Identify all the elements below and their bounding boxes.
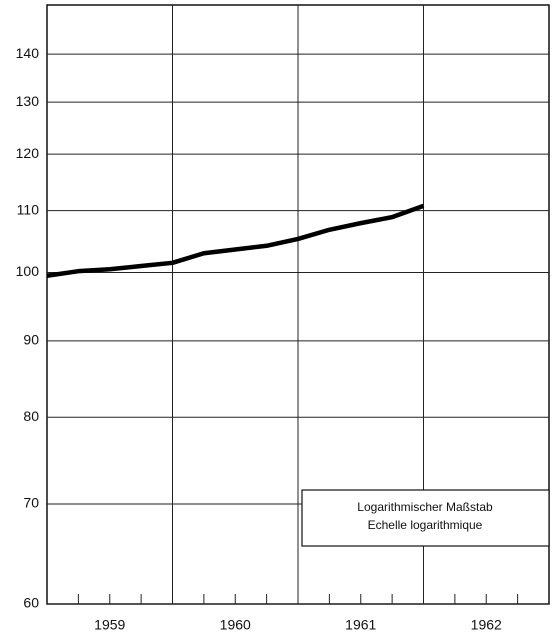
x-tick-label: 1962	[471, 617, 502, 633]
y-tick-label: 130	[16, 93, 40, 109]
x-tick-label: 1960	[220, 617, 251, 633]
annotation: Echelle logarithmique	[368, 518, 483, 532]
annotation: Logarithmischer Maßstab	[357, 500, 493, 514]
x-tick-label: 1959	[94, 617, 125, 633]
y-tick-label: 120	[16, 145, 40, 161]
y-tick-label: 90	[23, 332, 39, 348]
y-tick-label: 100	[16, 263, 40, 279]
x-tick-label: 1961	[345, 617, 376, 633]
data-line	[46, 203, 425, 278]
annotation-box	[301, 489, 550, 547]
y-tick-label: 110	[17, 201, 40, 217]
y-tick-label: 70	[23, 495, 39, 511]
y-tick-label: 80	[23, 408, 39, 424]
y-tick-label: 140	[16, 45, 40, 61]
y-tick-label: 60	[23, 595, 39, 611]
